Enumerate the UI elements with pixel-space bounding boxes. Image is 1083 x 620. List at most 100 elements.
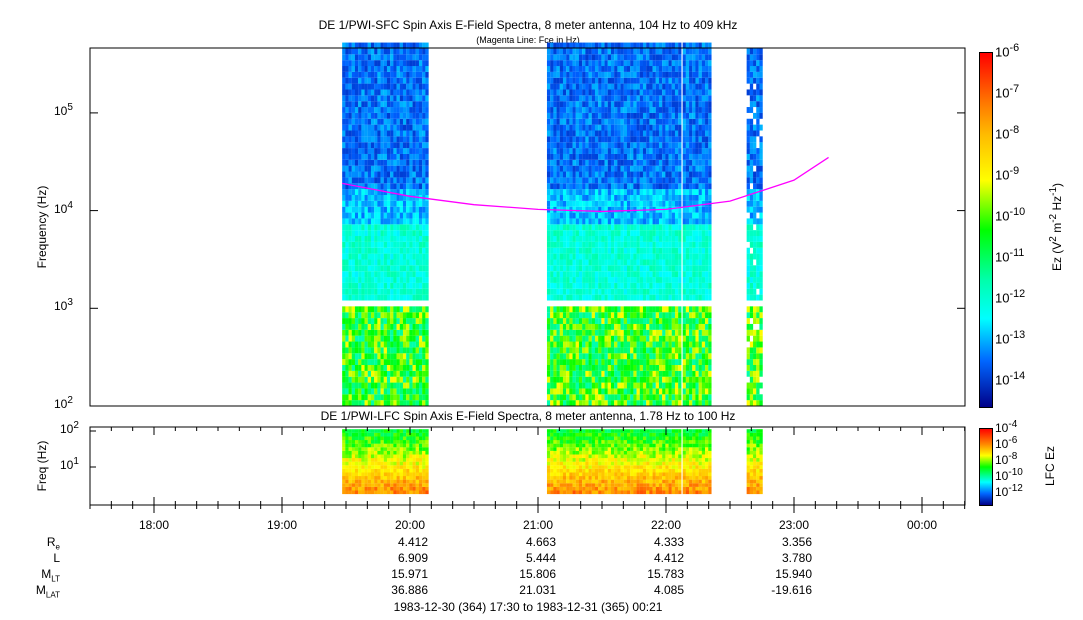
lfc-cell [623, 447, 628, 451]
lfc-cell [642, 436, 647, 441]
lfc-cell [642, 432, 647, 437]
sfc-cell [585, 159, 589, 166]
sfc-cell [406, 107, 410, 113]
sfc-cell [351, 247, 356, 254]
sfc-cell [422, 318, 426, 324]
sfc-cell [370, 400, 375, 407]
sfc-cell [361, 189, 365, 196]
sfc-cell [636, 259, 640, 266]
sfc-cell [626, 153, 631, 160]
lfc-cell [658, 465, 663, 469]
sfc-cell [642, 353, 647, 360]
lfc-cell [559, 450, 564, 455]
sfc-cell [585, 124, 589, 131]
sfc-cell [546, 153, 551, 160]
sfc-cell [556, 101, 560, 108]
sfc-cell [364, 382, 368, 389]
sfc-cell [575, 159, 580, 166]
sfc-cell [566, 130, 570, 137]
sfc-cell [396, 83, 400, 90]
sfc-cell [566, 60, 570, 67]
sfc-cell [646, 364, 650, 371]
sfc-cell [351, 323, 356, 330]
sfc-cell [386, 48, 391, 55]
sfc-cell [588, 83, 592, 90]
sfc-cell [380, 177, 384, 184]
sfc-cell [575, 236, 580, 242]
sfc-cell [566, 212, 570, 219]
lfc-cell [588, 483, 592, 487]
sfc-cell [396, 277, 400, 283]
sfc-cell [559, 194, 564, 201]
lfc-cell [342, 443, 346, 448]
lfc-cell [393, 472, 397, 477]
sfc-cell [639, 130, 644, 137]
sfc-cell [617, 282, 621, 289]
sfc-cell [614, 306, 618, 313]
sfc-cell [415, 95, 420, 102]
sfc-cell [572, 364, 576, 371]
sfc-cell [393, 112, 397, 119]
sfc-cell [348, 259, 352, 266]
lfc-cell [594, 461, 599, 466]
sfc-cell [418, 107, 423, 113]
sfc-cell [642, 312, 647, 319]
sfc-cell [620, 112, 624, 119]
sfc-cell [374, 171, 378, 178]
sfc-cell [658, 312, 663, 319]
sfc-cell [636, 218, 640, 225]
lfc-cell [623, 465, 628, 469]
sfc-cell [386, 353, 391, 360]
lfc-cell [393, 458, 397, 462]
lfc-cell [569, 429, 573, 433]
lfc-cell [422, 436, 426, 441]
lfc-cell [591, 450, 596, 455]
lfc-cell [425, 429, 429, 433]
sfc-cell [633, 124, 637, 131]
lfc-cell [562, 472, 567, 477]
sfc-cell [345, 48, 349, 55]
sfc-cell [556, 294, 560, 301]
lfc-cell [562, 458, 567, 462]
sfc-cell [642, 194, 647, 201]
lfc-cell [406, 443, 410, 448]
sfc-cell [626, 335, 631, 342]
lfc-cell [364, 483, 368, 487]
sfc-cell [390, 89, 394, 96]
lfc-cell [390, 440, 394, 444]
sfc-cell [607, 306, 612, 313]
sfc-cell [367, 66, 372, 72]
sfc-cell [578, 259, 583, 266]
sfc-cell [383, 89, 388, 96]
sfc-cell [422, 364, 426, 371]
sfc-cell [633, 54, 637, 61]
sfc-cell [553, 112, 557, 119]
sfc-cell [380, 206, 384, 213]
sfc-cell [566, 71, 570, 78]
sfc-cell [390, 112, 394, 119]
sfc-cell [351, 394, 356, 401]
lfc-cell [572, 454, 576, 459]
sfc-cell [390, 247, 394, 254]
sfc-cell [364, 54, 368, 61]
lfc-cell [620, 458, 624, 462]
sfc-cell [598, 101, 602, 108]
sfc-cell [377, 329, 381, 336]
sfc-cell [345, 142, 349, 149]
lfc-cell [642, 486, 647, 491]
lfc-cell [607, 472, 612, 477]
sfc-cell [374, 271, 378, 278]
sfc-cell [425, 376, 429, 383]
sfc-cell [578, 370, 583, 377]
sfc-cell [585, 194, 589, 201]
sfc-cell [604, 130, 608, 137]
sfc-cell [556, 382, 560, 389]
sfc-cell [559, 400, 564, 407]
lfc-cell [642, 479, 647, 484]
sfc-cell [646, 142, 650, 149]
lfc-cell [636, 468, 640, 473]
lfc-cell [604, 468, 608, 473]
sfc-cell [626, 171, 631, 178]
sfc-cell [418, 376, 423, 383]
lfc-cell [566, 440, 570, 444]
